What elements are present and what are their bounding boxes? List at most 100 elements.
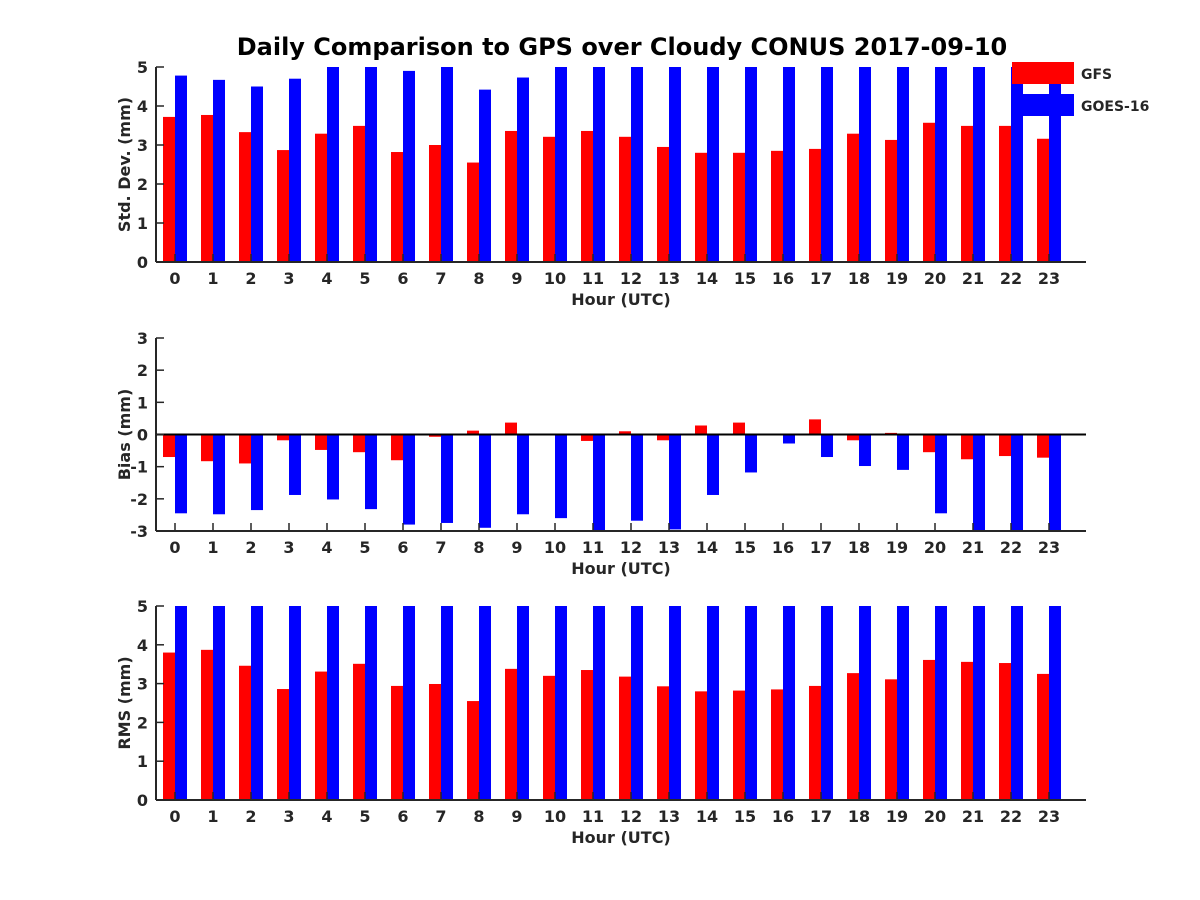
bar-goes-16-19 (897, 606, 909, 800)
bar-goes-16-5 (365, 67, 377, 262)
bar-gfs-8 (467, 701, 479, 800)
y-tick-label: 0 (137, 253, 148, 272)
bar-goes-16-20 (935, 434, 947, 514)
bar-goes-16-16 (783, 67, 795, 262)
bar-goes-16-11 (593, 434, 605, 531)
bar-gfs-14 (695, 425, 707, 435)
bar-goes-16-3 (289, 606, 301, 800)
bar-gfs-8 (467, 430, 479, 435)
bar-gfs-22 (999, 663, 1011, 800)
x-tick-label: 10 (544, 807, 566, 826)
x-tick-label: 8 (473, 269, 484, 288)
bar-gfs-14 (695, 152, 707, 262)
x-tick-label: 16 (772, 269, 794, 288)
x-tick-label: 2 (245, 269, 256, 288)
x-tick-label: 20 (924, 538, 946, 557)
bar-gfs-15 (733, 152, 745, 262)
x-tick-label: 17 (810, 269, 832, 288)
bar-goes-16-18 (859, 67, 871, 262)
y-axis-label: RMS (mm) (115, 656, 134, 749)
x-tick-label: 3 (283, 807, 294, 826)
bar-gfs-13 (657, 434, 669, 441)
y-tick-label: 2 (137, 713, 148, 732)
bar-gfs-18 (847, 133, 859, 262)
x-tick-label: 13 (658, 807, 680, 826)
chart-title: Daily Comparison to GPS over Cloudy CONU… (237, 33, 1008, 61)
x-tick-label: 23 (1038, 269, 1060, 288)
bar-goes-16-10 (555, 434, 567, 519)
x-tick-label: 3 (283, 269, 294, 288)
x-tick-label: 21 (962, 807, 984, 826)
bar-goes-16-10 (555, 606, 567, 800)
bar-gfs-18 (847, 434, 859, 441)
bar-goes-16-22 (1011, 434, 1023, 531)
x-tick-label: 11 (582, 807, 604, 826)
bar-gfs-1 (201, 434, 213, 462)
bar-gfs-18 (847, 673, 859, 800)
bar-gfs-23 (1037, 673, 1049, 800)
bar-gfs-9 (505, 422, 517, 435)
bar-goes-16-23 (1049, 434, 1061, 531)
bar-gfs-21 (961, 125, 973, 262)
bar-gfs-12 (619, 676, 631, 800)
y-tick-label: 3 (137, 136, 148, 155)
x-tick-label: 9 (511, 807, 522, 826)
bar-goes-16-6 (403, 606, 415, 800)
bar-gfs-4 (315, 434, 327, 450)
bar-goes-16-21 (973, 606, 985, 800)
bar-gfs-1 (201, 114, 213, 262)
x-tick-label: 17 (810, 538, 832, 557)
bar-goes-16-13 (669, 606, 681, 800)
x-tick-label: 14 (696, 807, 718, 826)
y-tick-label: -2 (130, 490, 148, 509)
bar-goes-16-17 (821, 67, 833, 262)
bar-goes-16-22 (1011, 606, 1023, 800)
bar-gfs-14 (695, 691, 707, 800)
bar-goes-16-7 (441, 606, 453, 800)
bar-gfs-2 (239, 665, 251, 800)
x-tick-label: 18 (848, 269, 870, 288)
bar-gfs-2 (239, 132, 251, 262)
bar-gfs-19 (885, 139, 897, 262)
bar-gfs-9 (505, 130, 517, 262)
y-tick-label: 3 (137, 329, 148, 348)
bar-goes-16-3 (289, 434, 301, 495)
bar-gfs-5 (353, 663, 365, 800)
bar-goes-16-15 (745, 67, 757, 262)
x-tick-label: 18 (848, 807, 870, 826)
bar-goes-16-4 (327, 606, 339, 800)
x-tick-label: 21 (962, 269, 984, 288)
legend-label-gfs: GFS (1081, 67, 1112, 83)
bar-goes-16-6 (403, 70, 415, 263)
bar-goes-16-17 (821, 606, 833, 800)
y-tick-label: 4 (137, 97, 148, 116)
bar-goes-16-21 (973, 67, 985, 262)
x-tick-label: 15 (734, 269, 756, 288)
y-tick-label: 5 (137, 597, 148, 616)
x-axis-label: Hour (UTC) (571, 828, 671, 847)
bar-goes-16-9 (517, 606, 529, 800)
bar-goes-16-3 (289, 78, 301, 262)
bar-gfs-20 (923, 122, 935, 263)
bar-goes-16-7 (441, 434, 453, 523)
x-tick-label: 2 (245, 807, 256, 826)
x-tick-label: 16 (772, 807, 794, 826)
bar-gfs-22 (999, 434, 1011, 457)
bar-goes-16-0 (175, 434, 187, 514)
x-tick-label: 8 (473, 538, 484, 557)
bar-goes-16-2 (251, 434, 263, 511)
x-tick-label: 8 (473, 807, 484, 826)
x-tick-label: 12 (620, 538, 642, 557)
legend-swatch-goes-16 (1012, 94, 1074, 116)
bar-gfs-0 (163, 434, 175, 458)
x-tick-label: 0 (169, 538, 180, 557)
y-tick-label: 5 (137, 58, 148, 77)
bar-gfs-23 (1037, 138, 1049, 262)
x-tick-label: 11 (582, 269, 604, 288)
bar-gfs-11 (581, 434, 593, 441)
x-tick-label: 4 (321, 807, 332, 826)
